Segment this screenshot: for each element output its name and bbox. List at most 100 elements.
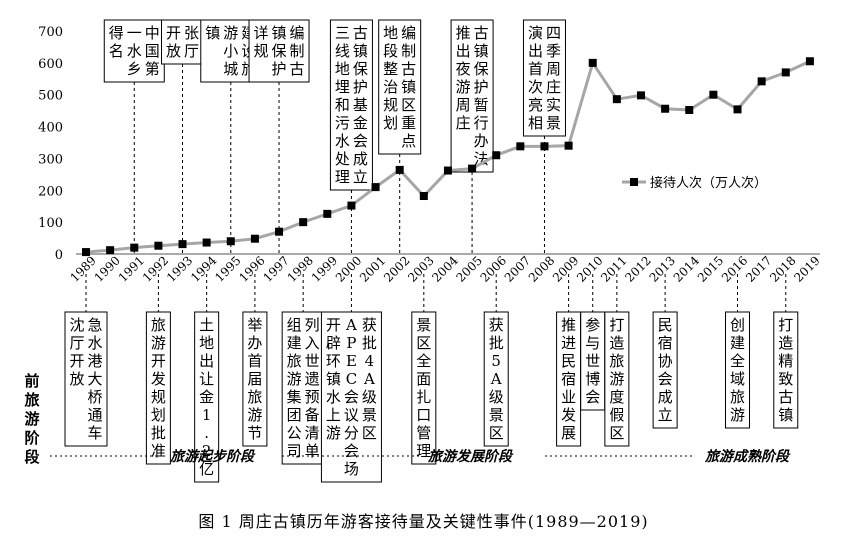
data-point [516, 142, 525, 151]
event-text: 详 [254, 24, 269, 42]
event-text: 场 [344, 460, 359, 478]
event-text: 与 [585, 334, 600, 352]
event-text: 旅 [151, 316, 166, 334]
x-tick-label: 2013 [647, 253, 678, 284]
event-text: 周 [456, 96, 471, 114]
event-text: 规 [254, 42, 269, 60]
event-text: 民 [561, 352, 576, 370]
event-text: 建 [287, 334, 302, 352]
event-text: 预 [305, 388, 320, 406]
event-text: 获 [362, 316, 377, 334]
event-box [580, 311, 606, 411]
data-point [757, 77, 766, 86]
event-text: 桥 [87, 388, 102, 406]
data-point [468, 164, 477, 173]
event-text: 演 [528, 24, 543, 42]
event-box [145, 311, 171, 465]
event-box [161, 19, 205, 65]
event-text: 级 [362, 388, 377, 406]
event-text: 庄 [546, 78, 561, 96]
event-text: 水 [326, 388, 341, 406]
event-text: 旅 [287, 352, 302, 370]
event-text: . [204, 424, 209, 442]
event-box [320, 311, 382, 483]
event-text: 制 [401, 42, 416, 60]
event-text: 推 [456, 24, 471, 42]
stage-develop-label: 旅游发展阶段 [427, 448, 514, 465]
series-line [85, 59, 811, 254]
series-visitor-count [82, 57, 814, 257]
event-text: 第 [145, 60, 160, 78]
data-point [395, 165, 404, 174]
event-text: 成 [658, 388, 673, 406]
event-text: 镇 [272, 24, 287, 42]
event-text: 护 [474, 78, 489, 96]
event-text: 地 [383, 24, 398, 42]
event-text: C [346, 370, 357, 388]
event-text: 列 [305, 316, 320, 334]
event-text: 开 [69, 352, 84, 370]
event-text: 立 [353, 168, 368, 186]
event-text: 保 [353, 60, 368, 78]
event-text: 辟 [326, 334, 341, 352]
event-text: 镇 [401, 78, 416, 96]
stage-pre-char: 游 [24, 410, 39, 428]
event-text: 分 [344, 424, 359, 442]
data-point [82, 248, 90, 257]
event-text: 景 [416, 316, 431, 334]
event-text: 基 [353, 96, 368, 114]
event-box [242, 311, 268, 447]
event-text: 点 [401, 132, 416, 150]
event-text: 届 [247, 370, 262, 388]
event-text: 次 [528, 78, 543, 96]
data-point [275, 227, 284, 236]
event-annotations: 中国第一水乡得名张厅开放建设旅游小城镇编制古镇保护详规古镇保护基金会成立三线地埋… [64, 19, 799, 483]
event-text: 出 [456, 42, 471, 60]
stage-mature-label: 旅游成熟阶段 [704, 448, 791, 465]
event-text: 展 [561, 424, 576, 442]
event-text: 古 [290, 60, 305, 78]
event-text: 区 [416, 334, 431, 352]
event-text: 发 [151, 370, 166, 388]
y-tick-label: 700 [38, 25, 63, 40]
event-text: 造 [609, 334, 624, 352]
event-box [652, 311, 678, 429]
event-text: 理 [335, 168, 350, 186]
event-text: 护 [353, 78, 368, 96]
event-text: 游 [247, 406, 262, 424]
legend: 接待人次（万人次） [622, 175, 767, 191]
data-point [636, 91, 645, 100]
event-text: 区 [401, 96, 416, 114]
x-tick-label: 2010 [574, 253, 605, 284]
data-point [371, 183, 380, 192]
x-tick-label: 2009 [550, 253, 581, 284]
event-text: 上 [326, 406, 341, 424]
event-text: 议 [344, 406, 359, 424]
event-text: 单 [305, 442, 320, 460]
event-text: 镇 [474, 42, 489, 60]
x-tick-label: 1992 [140, 253, 171, 284]
event-text: 镇 [326, 370, 341, 388]
event-text: 世 [305, 352, 320, 370]
data-point [492, 151, 501, 160]
event-text: 放 [166, 42, 181, 60]
event-text: 三 [335, 24, 350, 42]
event-text: 暂 [474, 96, 489, 114]
legend-label: 接待人次（万人次） [650, 175, 767, 191]
event-text: 打 [778, 316, 793, 334]
event-box [378, 19, 422, 155]
x-tick-label: 2018 [767, 253, 798, 284]
event-text: 游 [151, 334, 166, 352]
event-text: 游 [730, 406, 745, 424]
event-box [450, 19, 494, 173]
y-tick-label: 400 [38, 121, 63, 136]
